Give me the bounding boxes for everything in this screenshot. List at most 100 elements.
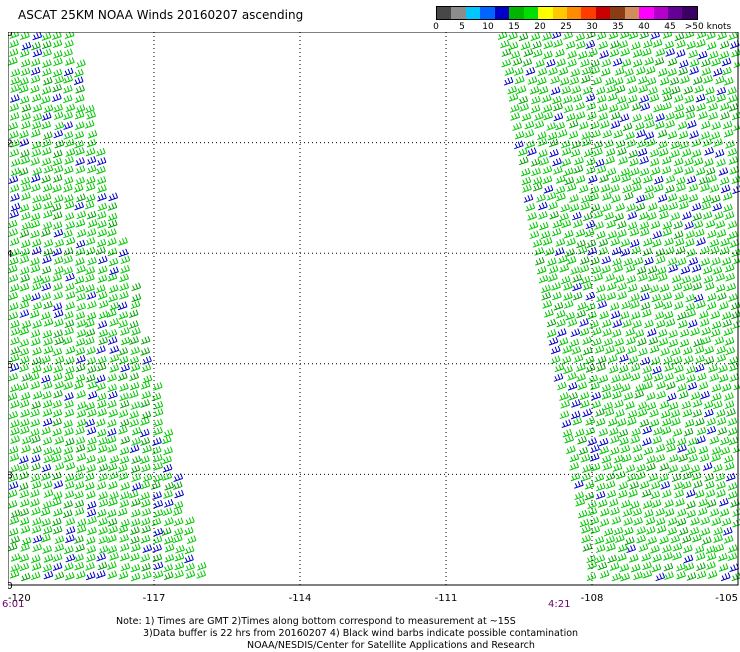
- wind-barb: [672, 542, 683, 552]
- wind-barb: [119, 455, 130, 465]
- wind-barb: [548, 273, 558, 282]
- wind-barb: [642, 308, 652, 318]
- wind-barb: [106, 308, 117, 318]
- legend-label: 10: [482, 22, 494, 32]
- wind-barb: [615, 346, 626, 355]
- wind-barb: [30, 554, 41, 564]
- wind-barb: [569, 203, 580, 212]
- wind-barb: [64, 326, 74, 336]
- wind-barb: [667, 257, 678, 266]
- wind-barb: [601, 255, 612, 265]
- wind-barb: [520, 41, 531, 51]
- wind-barb: [647, 265, 658, 275]
- wind-barb: [613, 526, 624, 536]
- wind-barb: [709, 373, 720, 382]
- wind-barb: [41, 472, 51, 481]
- wind-barb: [596, 293, 606, 303]
- wind-barb: [624, 526, 634, 536]
- wind-barb: [696, 426, 707, 436]
- wind-barb: [41, 355, 51, 364]
- wind-barb: [85, 418, 95, 428]
- wind-barb: [86, 346, 96, 356]
- wind-barb: [560, 399, 571, 409]
- wind-barb: [8, 121, 19, 131]
- wind-barb: [550, 86, 561, 96]
- wind-barb: [151, 481, 161, 490]
- wind-barb: [707, 570, 718, 579]
- wind-barb: [542, 300, 553, 309]
- wind-barb: [592, 337, 602, 347]
- wind-barb: [661, 417, 672, 427]
- wind-barb: [733, 444, 740, 454]
- wind-barb: [629, 481, 639, 490]
- wind-barb: [667, 130, 678, 140]
- wind-barb: [21, 373, 32, 382]
- wind-barb: [577, 301, 587, 311]
- wind-barb: [164, 553, 175, 563]
- wind-barb: [691, 263, 702, 273]
- wind-barb: [107, 418, 117, 428]
- wind-barb: [129, 418, 139, 428]
- wind-barb: [52, 184, 62, 193]
- wind-barb: [700, 527, 711, 536]
- wind-barb: [589, 192, 599, 202]
- wind-barb: [599, 518, 610, 527]
- wind-barb: [32, 48, 43, 58]
- wind-barb: [613, 77, 624, 86]
- wind-barb: [673, 481, 684, 491]
- wind-barb: [20, 58, 31, 68]
- wind-barb: [674, 489, 685, 499]
- wind-barb: [726, 282, 737, 292]
- wind-barb: [96, 238, 107, 248]
- wind-barb: [627, 221, 638, 231]
- wind-barb: [583, 148, 594, 158]
- wind-barb: [686, 446, 697, 456]
- longitude-label: -114: [289, 593, 312, 604]
- wind-barb: [681, 480, 692, 490]
- wind-barb: [607, 354, 618, 364]
- wind-barb: [569, 338, 580, 348]
- wind-barb: [54, 238, 65, 248]
- wind-barb: [683, 554, 694, 564]
- wind-barb: [671, 417, 681, 427]
- wind-barb: [141, 524, 152, 534]
- wind-barb: [718, 364, 728, 373]
- wind-barb: [63, 255, 73, 265]
- wind-barb: [591, 129, 601, 139]
- wind-barb: [19, 562, 30, 572]
- wind-barb: [649, 408, 659, 418]
- wind-barb: [618, 481, 629, 491]
- wind-barb: [10, 68, 21, 78]
- wind-barb: [53, 129, 64, 139]
- wind-barb: [63, 310, 74, 320]
- wind-barb: [119, 282, 130, 292]
- wind-barb: [555, 175, 566, 184]
- wind-barb: [43, 104, 54, 114]
- wind-barb: [53, 480, 64, 489]
- wind-barb: [53, 165, 64, 174]
- wind-barb: [581, 66, 592, 76]
- wind-barb: [642, 561, 652, 571]
- wind-barb: [574, 428, 585, 438]
- wind-barb: [659, 210, 669, 220]
- wind-barb: [30, 74, 41, 84]
- wind-barb: [20, 239, 31, 249]
- wind-barb: [705, 545, 716, 555]
- wind-barb: [662, 93, 673, 102]
- wind-barb: [109, 354, 120, 363]
- wind-barb: [563, 300, 574, 309]
- wind-barb: [142, 374, 153, 384]
- wind-barb: [636, 526, 647, 535]
- wind-barb: [51, 453, 62, 463]
- wind-map-svg[interactable]: 101214161820 -120-117-114-111-108-105: [8, 32, 740, 612]
- wind-barb: [151, 392, 162, 402]
- wind-map[interactable]: 101214161820 -120-117-114-111-108-105: [8, 32, 740, 604]
- wind-barb: [10, 419, 20, 429]
- wind-barb: [722, 192, 733, 201]
- wind-barb: [733, 123, 740, 131]
- wind-barb: [694, 84, 705, 94]
- wind-barb: [701, 326, 711, 336]
- wind-barb: [42, 525, 53, 535]
- wind-barb: [635, 194, 646, 204]
- wind-barb: [107, 399, 117, 409]
